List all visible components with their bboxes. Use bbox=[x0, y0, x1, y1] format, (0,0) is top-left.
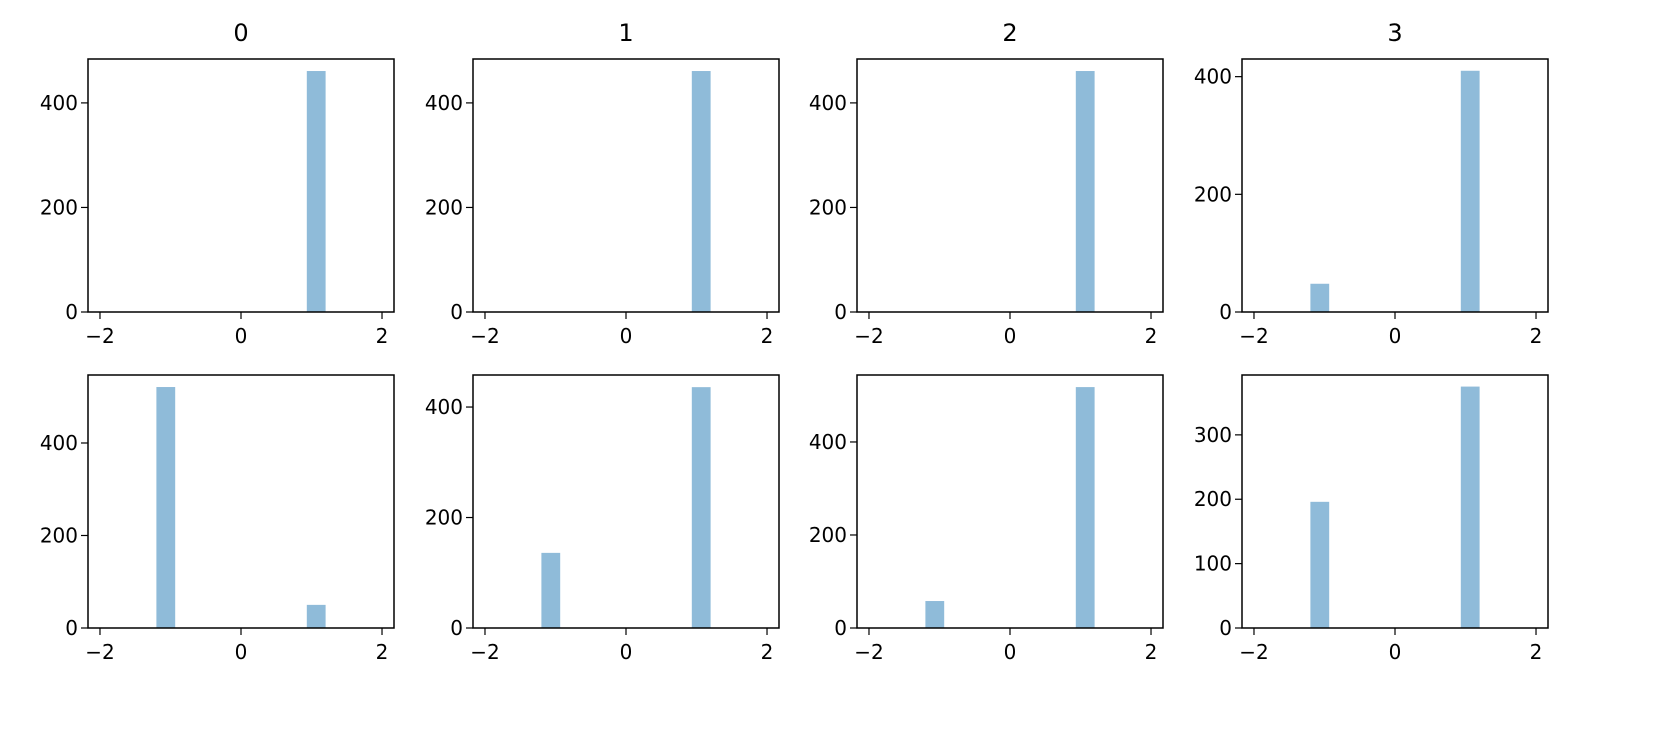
x-tick-label: 0 bbox=[235, 640, 248, 664]
y-tick-label: 200 bbox=[1194, 182, 1232, 206]
x-tick-label: 2 bbox=[1145, 640, 1158, 664]
histogram-bar bbox=[1075, 71, 1095, 312]
histogram-bar bbox=[1075, 387, 1095, 628]
y-tick-label: 300 bbox=[1194, 423, 1232, 447]
x-tick-label: −2 bbox=[85, 324, 114, 348]
y-tick-label: 400 bbox=[40, 91, 78, 115]
x-tick-label: 0 bbox=[1389, 640, 1402, 664]
y-tick-label: 0 bbox=[65, 616, 78, 640]
x-tick-label: 2 bbox=[376, 324, 389, 348]
y-tick-label: 0 bbox=[1219, 616, 1232, 640]
y-tick-label: 0 bbox=[450, 616, 463, 640]
histogram-bar bbox=[691, 387, 711, 628]
x-tick-label: 0 bbox=[1004, 324, 1017, 348]
x-tick-label: −2 bbox=[85, 640, 114, 664]
axes-frame bbox=[472, 374, 780, 629]
y-tick-label: 200 bbox=[809, 195, 847, 219]
axes-frame bbox=[1241, 374, 1549, 629]
y-tick-label: 400 bbox=[425, 395, 463, 419]
axes-frame bbox=[856, 58, 1164, 313]
x-tick-label: 2 bbox=[761, 640, 774, 664]
axes-frame bbox=[87, 58, 395, 313]
x-tick-label: −2 bbox=[470, 324, 499, 348]
x-tick-label: 2 bbox=[1530, 640, 1543, 664]
x-tick-label: 0 bbox=[1389, 324, 1402, 348]
y-tick-label: 400 bbox=[809, 91, 847, 115]
y-tick-label: 0 bbox=[65, 300, 78, 324]
histogram-bar bbox=[306, 604, 326, 628]
y-tick-label: 200 bbox=[40, 523, 78, 547]
y-tick-label: 400 bbox=[809, 430, 847, 454]
axes-frame bbox=[1241, 58, 1549, 313]
axes-frame bbox=[472, 58, 780, 313]
x-tick-label: 0 bbox=[1004, 640, 1017, 664]
subplot-title: 2 bbox=[1002, 19, 1017, 47]
y-tick-label: 400 bbox=[1194, 65, 1232, 89]
histogram-bar bbox=[1310, 283, 1330, 312]
y-tick-label: 200 bbox=[425, 195, 463, 219]
histogram-bar bbox=[156, 387, 176, 628]
y-tick-label: 100 bbox=[1194, 552, 1232, 576]
histogram-bar bbox=[925, 601, 945, 628]
x-tick-label: −2 bbox=[1239, 640, 1268, 664]
y-tick-label: 0 bbox=[834, 300, 847, 324]
subplot-title: 0 bbox=[233, 19, 248, 47]
y-tick-label: 200 bbox=[809, 523, 847, 547]
x-tick-label: 0 bbox=[235, 324, 248, 348]
histogram-bar bbox=[306, 71, 326, 312]
histogram-bar bbox=[1310, 501, 1330, 628]
subplot-title: 1 bbox=[618, 19, 633, 47]
x-tick-label: −2 bbox=[1239, 324, 1268, 348]
x-tick-label: 2 bbox=[1530, 324, 1543, 348]
x-tick-label: 0 bbox=[620, 324, 633, 348]
y-tick-label: 0 bbox=[834, 616, 847, 640]
y-tick-label: 200 bbox=[425, 506, 463, 530]
x-tick-label: 0 bbox=[620, 640, 633, 664]
histogram-bar bbox=[691, 71, 711, 312]
y-tick-label: 200 bbox=[40, 195, 78, 219]
histogram-bar bbox=[1460, 386, 1480, 628]
x-tick-label: −2 bbox=[470, 640, 499, 664]
y-tick-label: 400 bbox=[40, 431, 78, 455]
x-tick-label: 2 bbox=[376, 640, 389, 664]
x-tick-label: 2 bbox=[761, 324, 774, 348]
histogram-bar bbox=[541, 552, 561, 628]
y-tick-label: 0 bbox=[1219, 300, 1232, 324]
subplot-title: 3 bbox=[1387, 19, 1402, 47]
x-tick-label: 2 bbox=[1145, 324, 1158, 348]
y-tick-label: 0 bbox=[450, 300, 463, 324]
x-tick-label: −2 bbox=[854, 324, 883, 348]
axes-frame bbox=[87, 374, 395, 629]
histogram-bar bbox=[1460, 70, 1480, 312]
y-tick-label: 400 bbox=[425, 91, 463, 115]
axes-frame bbox=[856, 374, 1164, 629]
y-tick-label: 200 bbox=[1194, 487, 1232, 511]
x-tick-label: −2 bbox=[854, 640, 883, 664]
